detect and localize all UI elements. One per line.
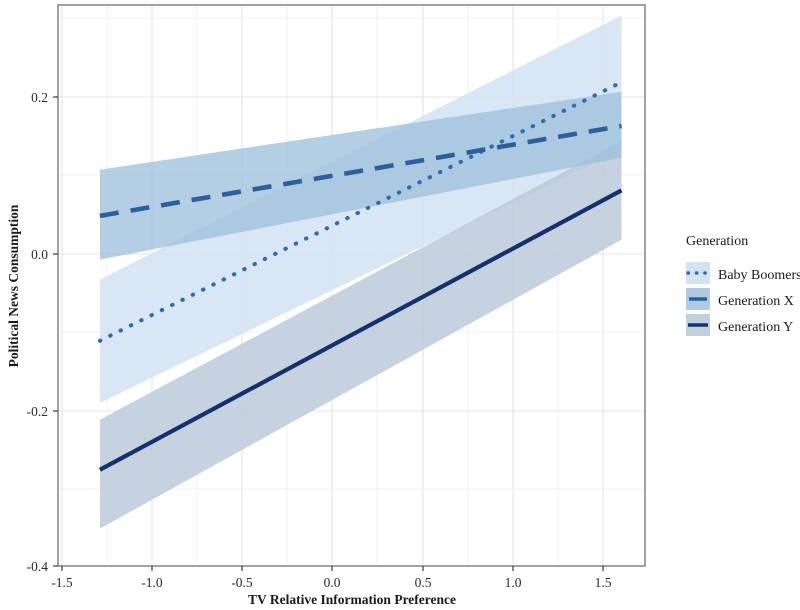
y-tick-label: 0.0 [31, 247, 48, 262]
x-tick-label: 0.0 [324, 575, 341, 590]
x-tick-label: 0.5 [415, 575, 432, 590]
x-tick-label: -1.5 [51, 575, 73, 590]
legend-label-baby-boomers: Baby Boomers [718, 268, 800, 283]
line-baby-boomers [97, 80, 624, 343]
x-tick-labels: -1.5 -1.0 -0.5 0.0 0.5 1.0 1.5 [51, 575, 611, 590]
y-axis-title: Political News Consumption [6, 204, 21, 367]
x-tick-label: -1.0 [141, 575, 163, 590]
x-axis-ticks [61, 566, 604, 571]
ribbon-generation-y [99, 141, 622, 529]
legend-label-generation-x: Generation X [718, 294, 794, 309]
y-tick-labels: 0.2 0.0 -0.2 -0.4 [27, 90, 49, 574]
line-generation-y [98, 188, 623, 472]
x-tick-label: -0.5 [231, 575, 253, 590]
x-axis-title: TV Relative Information Preference [248, 592, 456, 607]
panel-border [57, 4, 646, 567]
legend-item-baby-boomers[interactable]: Baby Boomers [686, 262, 800, 284]
x-tick-label: 1.0 [505, 575, 522, 590]
x-tick-label: 1.5 [595, 575, 612, 590]
legend-label-generation-y: Generation Y [718, 320, 793, 335]
y-axis-ticks [53, 96, 58, 567]
ribbon-generation-x [99, 91, 622, 260]
y-tick-label: -0.2 [27, 404, 48, 419]
plot-panel [57, 4, 646, 567]
y-tick-label: -0.4 [27, 559, 49, 574]
y-tick-label: 0.2 [31, 90, 48, 105]
legend-title: Generation [686, 234, 748, 249]
legend-item-generation-y[interactable]: Generation Y [686, 314, 793, 336]
legend: Generation Baby Boomers Generation X Gen… [686, 234, 800, 336]
legend-item-generation-x[interactable]: Generation X [686, 288, 794, 310]
line-generation-x [99, 123, 622, 219]
